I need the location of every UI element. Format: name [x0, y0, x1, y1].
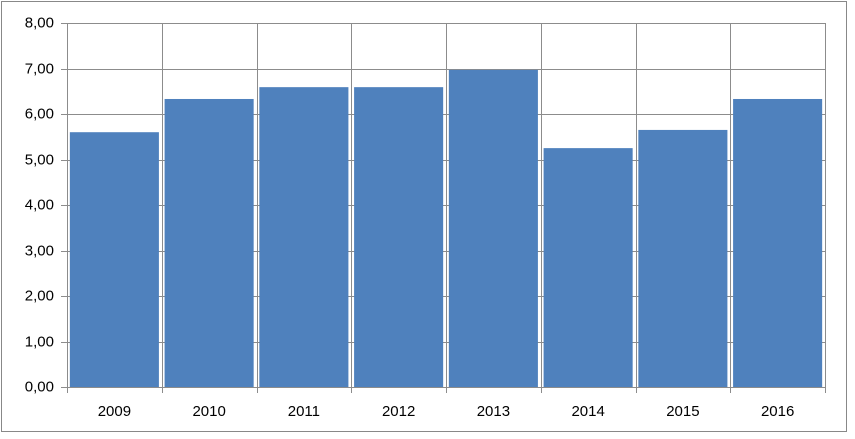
bar	[164, 98, 254, 388]
bar	[69, 132, 159, 387]
bar	[638, 129, 728, 388]
bar	[733, 98, 823, 388]
x-tick-label: 2014	[571, 403, 604, 420]
y-tick-label: 8,00	[25, 14, 54, 31]
y-tick-label: 5,00	[25, 151, 54, 168]
y-tick-label: 3,00	[25, 242, 54, 259]
x-tick-label: 2009	[98, 403, 131, 420]
x-tick-label: 2016	[761, 403, 794, 420]
y-tick-label: 1,00	[25, 333, 54, 350]
y-tick-label: 0,00	[25, 378, 54, 395]
y-tick-label: 6,00	[25, 105, 54, 122]
x-tick-label: 2012	[382, 403, 415, 420]
x-tick-label: 2013	[477, 403, 510, 420]
x-tick-label: 2011	[288, 403, 320, 420]
x-tick-label: 2010	[192, 403, 225, 420]
bar	[354, 87, 444, 387]
y-tick-label: 4,00	[25, 196, 54, 213]
bar	[259, 87, 349, 387]
y-tick-label: 2,00	[25, 287, 54, 304]
bar	[543, 148, 633, 387]
bar	[448, 69, 538, 388]
y-tick-label: 7,00	[25, 60, 54, 77]
x-tick-label: 2015	[666, 403, 699, 420]
